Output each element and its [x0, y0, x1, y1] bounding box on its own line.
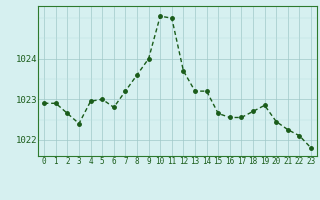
Text: Graphe pression niveau de la mer (hPa): Graphe pression niveau de la mer (hPa): [41, 185, 279, 195]
